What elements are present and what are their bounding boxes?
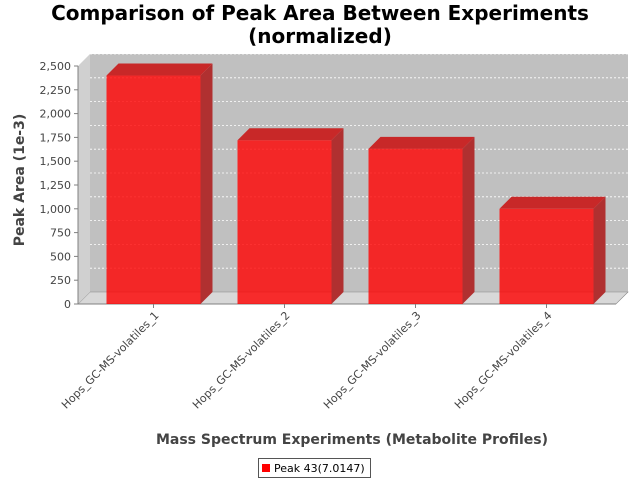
legend-label-peak-43: Peak 43(7.0147) <box>274 461 365 475</box>
bar-1 <box>106 75 201 305</box>
chart-title-line-2: (normalized) <box>248 24 392 48</box>
bar-top-4 <box>499 196 606 209</box>
bar-side-4 <box>593 196 606 304</box>
y-tick-label-9: 2,250 <box>40 84 72 97</box>
chart-title: Comparison of Peak Area Between Experime… <box>0 2 640 48</box>
y-tick-label-4: 1,000 <box>40 203 72 216</box>
y-tick-label-8: 2,000 <box>40 108 72 121</box>
x-tick-label-1: Hops_GC-MS-volatiles_1 <box>59 309 162 412</box>
y-tick-label-7: 1,750 <box>40 131 72 144</box>
x-tick-label-4: Hops_GC-MS-volatiles_4 <box>452 309 555 412</box>
bar-3 <box>368 148 463 304</box>
bar-top-1 <box>106 63 213 76</box>
bar-side-3 <box>462 136 475 304</box>
y-tick-label-3: 750 <box>50 227 71 240</box>
bar-4 <box>499 208 594 304</box>
y-axis-label: Peak Area (1e-3) <box>12 114 28 247</box>
bar-top-3 <box>368 136 475 149</box>
x-axis-label: Mass Spectrum Experiments (Metabolite Pr… <box>156 432 548 448</box>
chart-title-line-1: Comparison of Peak Area Between Experime… <box>51 1 589 25</box>
bar-side-2 <box>331 128 344 304</box>
legend: Peak 43(7.0147) <box>258 458 371 478</box>
bar-2 <box>237 140 332 304</box>
y-tick-label-0: 0 <box>64 298 71 311</box>
left-wall <box>78 54 90 304</box>
y-tick-label-2: 500 <box>50 250 71 263</box>
x-tick-label-3: Hops_GC-MS-volatiles_3 <box>321 309 424 412</box>
bars <box>106 63 606 305</box>
y-axis-ticks: 0 250 500 750 1,000 1,250 1,500 1,750 2,000 2,250… <box>40 60 78 311</box>
x-tick-label-2: Hops_GC-MS-volatiles_2 <box>190 309 293 412</box>
y-tick-label-1: 250 <box>50 274 71 287</box>
legend-swatch-peak-43 <box>262 464 270 472</box>
bar-top-2 <box>237 128 344 141</box>
y-tick-label-5: 1,250 <box>40 179 72 192</box>
y-tick-label-6: 1,500 <box>40 155 72 168</box>
x-axis-ticks: Hops_GC-MS-volatiles_1 Hops_GC-MS-volatil… <box>59 304 555 411</box>
y-tick-label-10: 2,500 <box>40 60 72 73</box>
bar-side-1 <box>200 63 213 304</box>
